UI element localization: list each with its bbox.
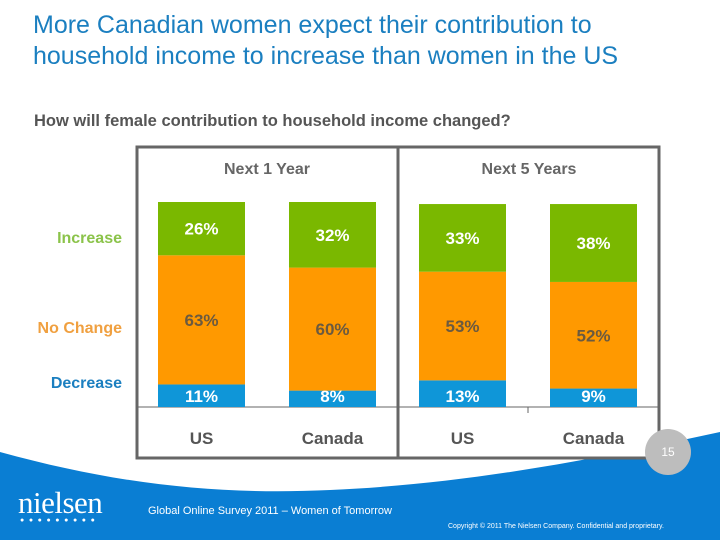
bar-segment-decrease — [158, 384, 245, 407]
data-label-no-change: 52% — [576, 326, 610, 345]
nielsen-logo: nielsen — [18, 485, 103, 520]
bar-segment-no-change — [158, 255, 245, 385]
bar-segment-decrease — [419, 380, 506, 407]
x-tick-label: Canada — [302, 429, 364, 448]
survey-name: Global Online Survey 2011 – Women of Tom… — [148, 505, 392, 517]
data-label-no-change: 53% — [445, 317, 479, 336]
slide-title: More Canadian women expect their contrib… — [33, 11, 619, 70]
x-tick-label: US — [451, 429, 475, 448]
data-label-increase: 33% — [445, 229, 479, 248]
bar-segment-no-change — [550, 281, 637, 389]
data-label-no-change: 63% — [184, 311, 218, 330]
chart-question: How will female contribution to househol… — [34, 112, 511, 130]
data-label-decrease: 9% — [581, 387, 606, 406]
data-label-decrease: 11% — [185, 387, 218, 406]
page-number-badge: 15 — [645, 429, 691, 475]
bar-segment-decrease — [550, 388, 637, 407]
bar-segment-increase — [158, 202, 245, 256]
bar-segment-no-change — [419, 271, 506, 381]
data-label-increase: 38% — [576, 234, 610, 253]
group-label-next-5-years: Next 5 Years — [482, 161, 577, 178]
group-label-next-1-year: Next 1 Year — [224, 161, 310, 178]
data-label-increase: 32% — [315, 226, 349, 245]
data-label-decrease: 13% — [445, 387, 479, 406]
footer-blue-wave — [0, 432, 720, 540]
x-tick-label: US — [190, 429, 214, 448]
data-label-increase: 26% — [184, 220, 218, 239]
bar-segment-increase — [550, 204, 637, 282]
x-tick-label: Canada — [563, 429, 625, 448]
legend-decrease: Decrease — [50, 375, 122, 392]
legend-no-change: No Change — [37, 320, 122, 337]
bar-segment-decrease — [289, 390, 376, 407]
bar-segment-increase — [419, 204, 506, 272]
bar-segment-no-change — [289, 267, 376, 391]
copyright-notice: Copyright © 2011 The Nielsen Company. Co… — [448, 523, 664, 530]
legend-increase: Increase — [57, 230, 122, 247]
data-label-no-change: 60% — [315, 320, 349, 339]
data-label-decrease: 8% — [320, 387, 345, 406]
bar-segment-increase — [289, 202, 376, 268]
nielsen-logo-dots: ●●●●●●●●● — [20, 517, 100, 524]
